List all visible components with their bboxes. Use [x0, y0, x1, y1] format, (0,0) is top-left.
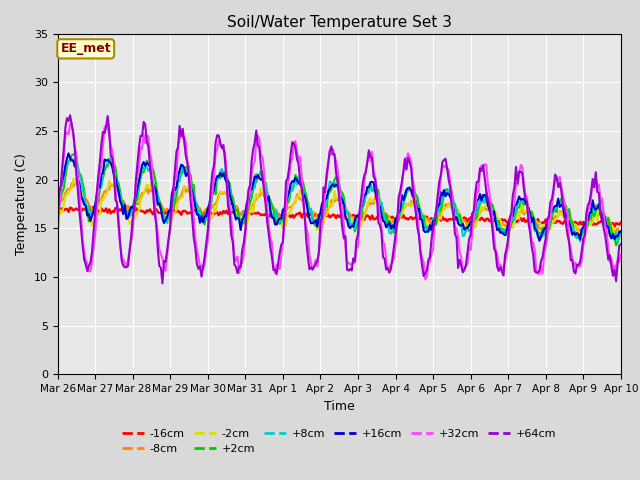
Text: EE_met: EE_met [60, 42, 111, 55]
Line: +32cm: +32cm [58, 123, 621, 279]
+2cm [550, 209, 557, 215]
+16cm [71, 164, 79, 169]
+16cm [54, 200, 61, 205]
Line: -8cm: -8cm [58, 181, 621, 235]
+16cm [617, 228, 625, 234]
-8cm [395, 216, 403, 222]
+8cm [160, 213, 168, 218]
-16cm [374, 213, 382, 219]
-2cm [407, 204, 415, 209]
-16cm [406, 215, 413, 221]
-16cm [159, 210, 166, 216]
-2cm [160, 213, 168, 219]
Line: +2cm: +2cm [58, 154, 621, 245]
+8cm [395, 211, 403, 217]
+32cm [421, 276, 429, 282]
-8cm [69, 184, 77, 190]
-16cm [393, 215, 401, 220]
+16cm [407, 188, 415, 193]
-8cm [160, 206, 168, 212]
-2cm [72, 176, 80, 181]
+32cm [68, 120, 76, 126]
-2cm [395, 217, 403, 223]
+8cm [617, 232, 625, 238]
+16cm [551, 203, 559, 209]
+8cm [614, 239, 621, 244]
+2cm [612, 242, 620, 248]
+64cm [551, 172, 559, 178]
+64cm [67, 112, 74, 118]
-16cm [617, 220, 625, 226]
+2cm [54, 209, 61, 215]
-16cm [611, 224, 618, 229]
+32cm [71, 144, 79, 150]
+64cm [71, 146, 79, 152]
+2cm [160, 213, 168, 218]
+32cm [395, 206, 403, 212]
+32cm [617, 252, 625, 258]
+32cm [376, 214, 384, 220]
-8cm [54, 200, 61, 206]
-16cm [548, 215, 556, 220]
+8cm [407, 186, 415, 192]
-2cm [550, 220, 557, 226]
-2cm [54, 221, 61, 227]
+8cm [550, 207, 557, 213]
+64cm [409, 185, 417, 191]
+16cm [376, 204, 384, 209]
+2cm [395, 218, 403, 224]
+16cm [160, 220, 168, 226]
Line: +16cm: +16cm [58, 154, 621, 241]
+64cm [378, 229, 385, 235]
Line: +8cm: +8cm [58, 159, 621, 241]
+32cm [407, 159, 415, 165]
X-axis label: Time: Time [324, 400, 355, 413]
+64cm [617, 241, 625, 247]
+16cm [65, 151, 72, 156]
-2cm [617, 234, 625, 240]
+16cm [395, 210, 403, 216]
-8cm [550, 216, 557, 222]
+64cm [162, 259, 170, 265]
+32cm [160, 263, 168, 269]
Y-axis label: Temperature (C): Temperature (C) [15, 153, 28, 255]
+2cm [376, 200, 384, 205]
-16cm [69, 207, 77, 213]
+64cm [159, 280, 166, 286]
+8cm [107, 156, 115, 162]
-8cm [376, 201, 384, 207]
+32cm [54, 236, 61, 242]
Line: -2cm: -2cm [58, 179, 621, 239]
-2cm [376, 199, 384, 205]
-8cm [407, 198, 415, 204]
+16cm [536, 238, 543, 244]
+64cm [396, 188, 404, 194]
-2cm [69, 176, 77, 182]
+2cm [407, 187, 415, 193]
Line: -16cm: -16cm [58, 206, 621, 227]
+32cm [551, 176, 559, 182]
Line: +64cm: +64cm [58, 115, 621, 283]
+8cm [376, 201, 384, 206]
+2cm [617, 230, 625, 236]
+8cm [54, 205, 61, 211]
+2cm [69, 151, 77, 157]
Title: Soil/Water Temperature Set 3: Soil/Water Temperature Set 3 [227, 15, 452, 30]
+2cm [71, 152, 79, 157]
-8cm [72, 178, 80, 184]
+64cm [54, 220, 61, 226]
-8cm [616, 232, 623, 238]
-2cm [616, 236, 623, 241]
-8cm [617, 229, 625, 235]
Legend: -16cm, -8cm, -2cm, +2cm, +8cm, +16cm, +32cm, +64cm: -16cm, -8cm, -2cm, +2cm, +8cm, +16cm, +3… [118, 424, 561, 459]
+8cm [69, 156, 77, 162]
-16cm [54, 204, 61, 209]
